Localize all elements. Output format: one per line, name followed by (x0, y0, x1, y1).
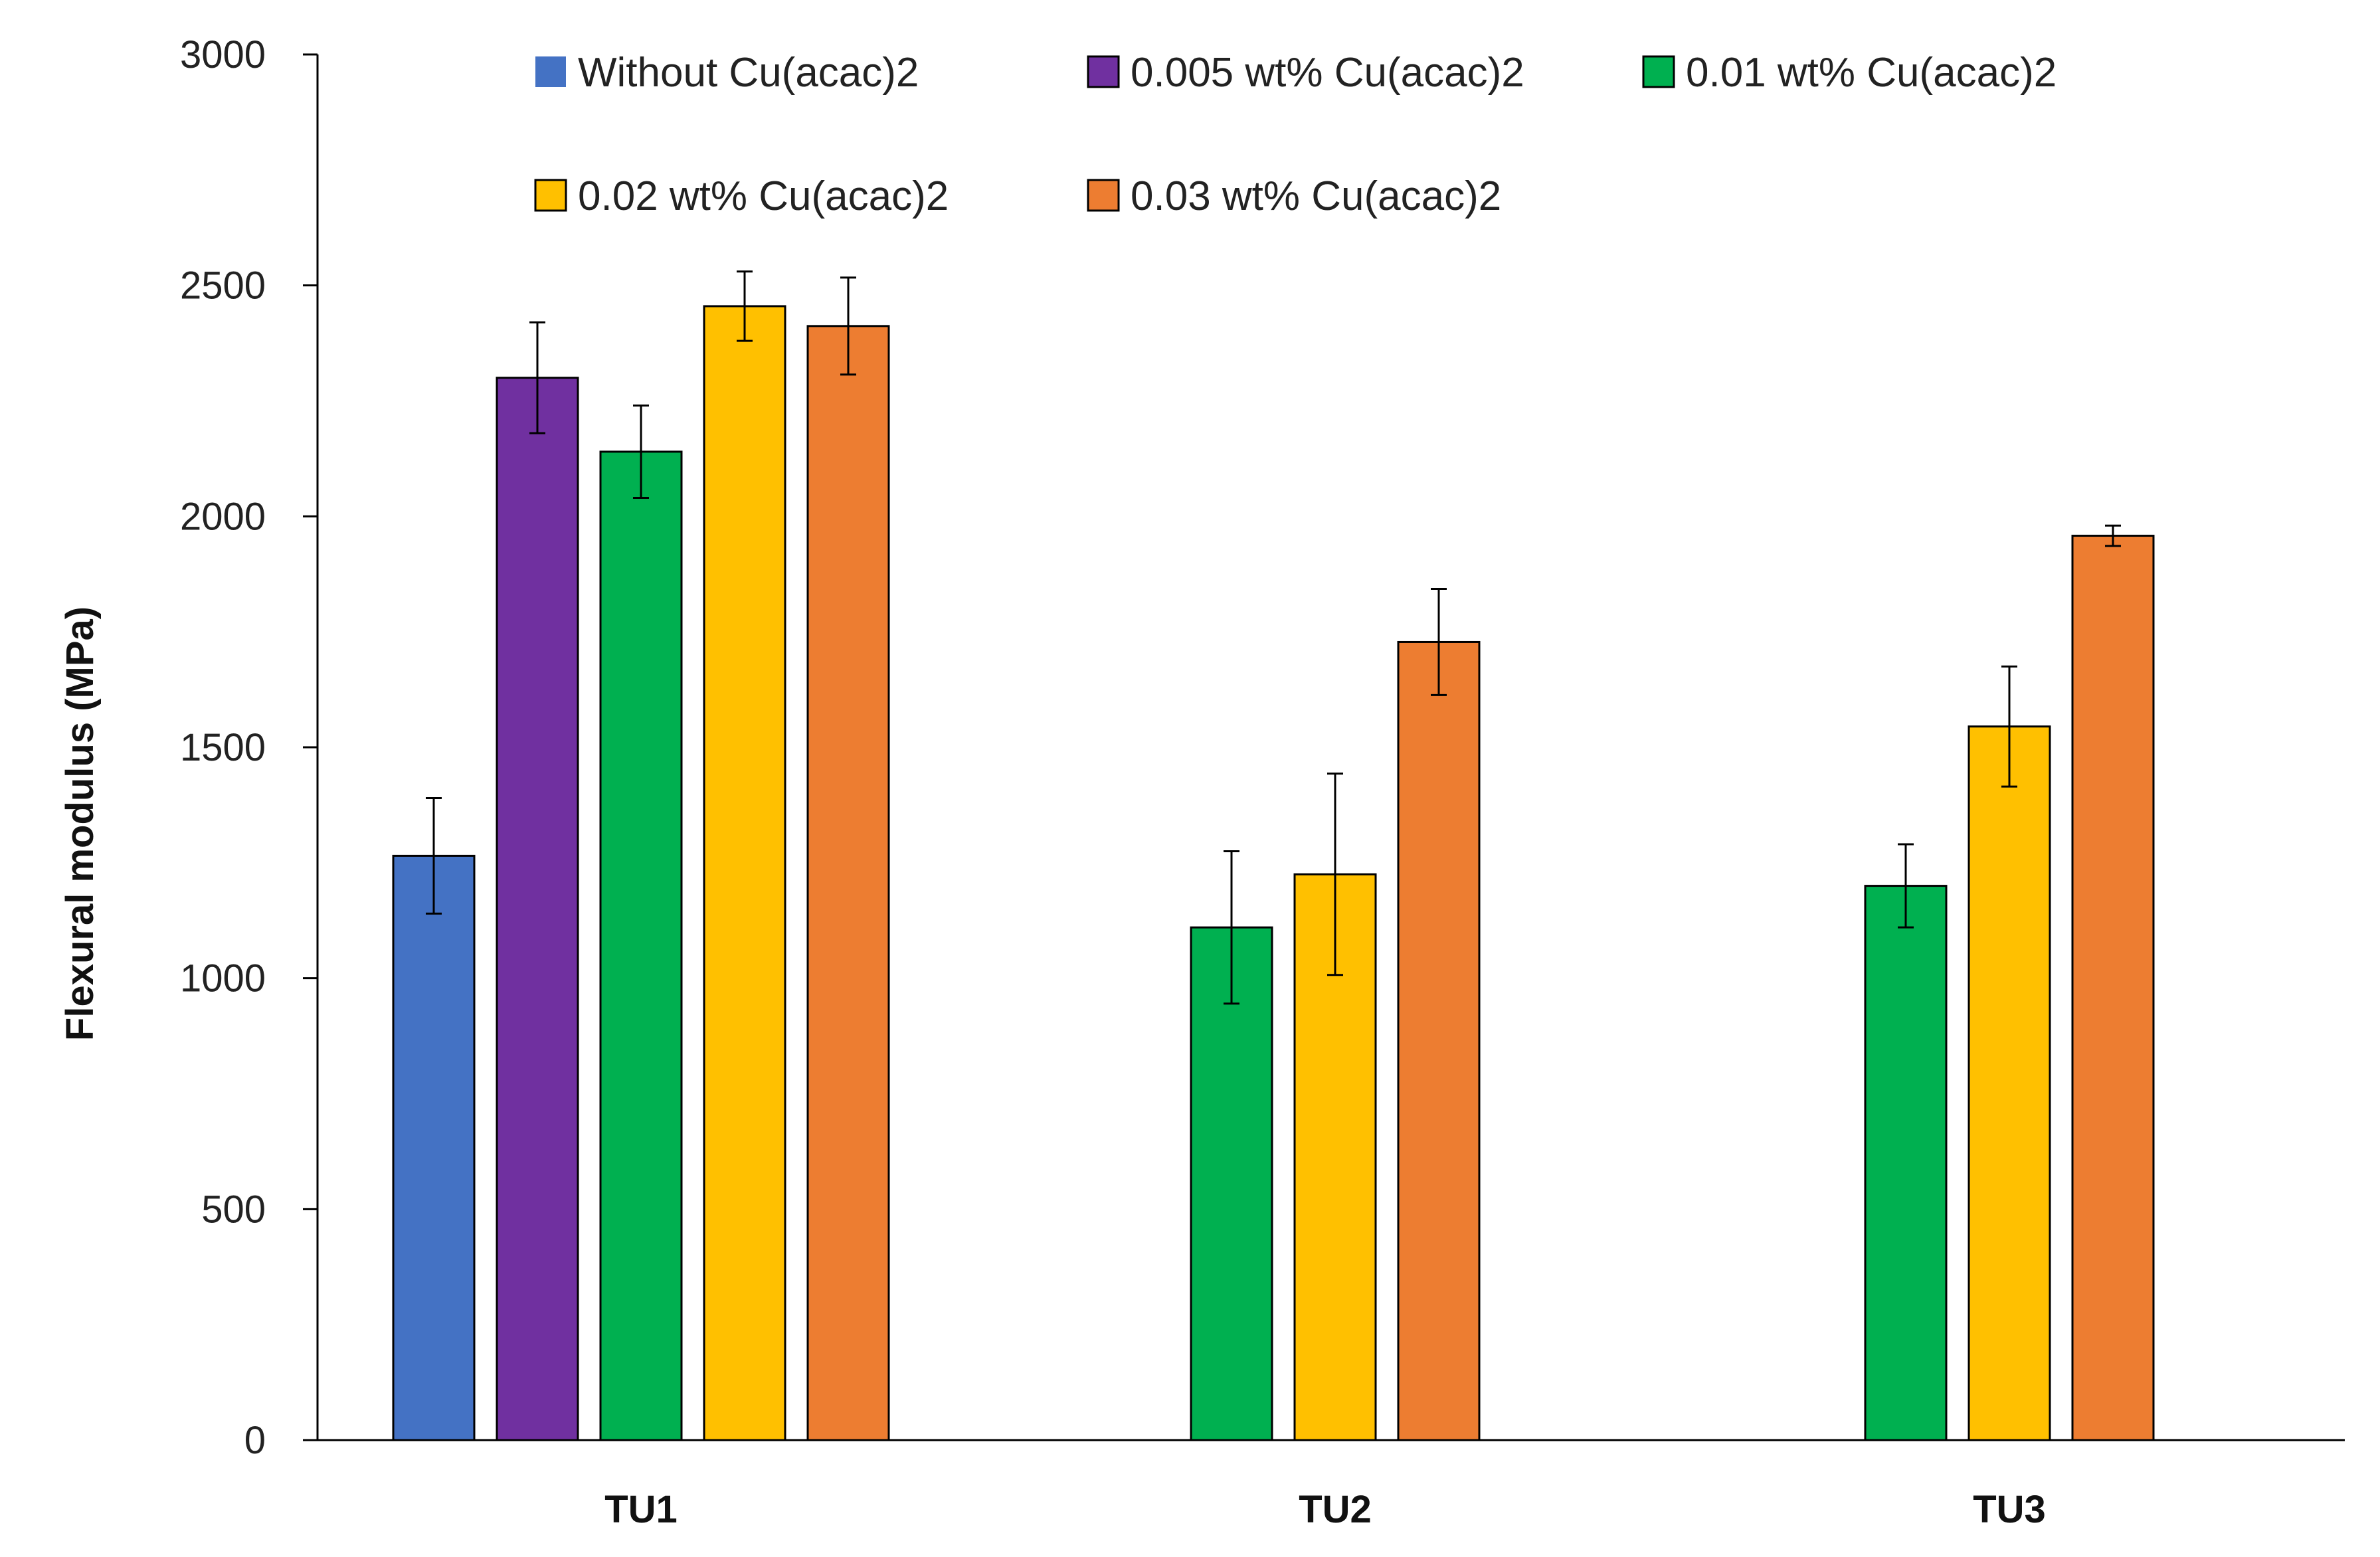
bar-tu3-series-4 (2071, 535, 2155, 1441)
y-axis-title: Flexural modulus (MPa) (58, 606, 102, 1041)
legend: Without Cu(acac)2 0.005 wt% Cu(acac)2 0.01… (534, 50, 2057, 219)
y-tick-label: 1500 (180, 726, 266, 769)
bar-tu3-series-2 (1864, 885, 1948, 1441)
y-tick-label: 2500 (180, 264, 266, 308)
legend-item-3: 0.02 wt% Cu(acac)2 (534, 173, 949, 219)
legend-item-0: Without Cu(acac)2 (535, 50, 919, 96)
bar-tu1-series-2 (599, 450, 683, 1441)
legend-swatch (1087, 179, 1120, 212)
bar-tu1-series-3 (703, 305, 786, 1441)
y-tick-labels: 0 500 1000 1500 2000 2500 3000 (180, 33, 266, 1462)
legend-label: Without Cu(acac)2 (578, 50, 919, 96)
y-tick-label: 500 (201, 1188, 266, 1231)
x-category-labels: TU1 TU2 TU3 (604, 1488, 2046, 1531)
bar-tu3-series-3 (1968, 725, 2051, 1441)
legend-swatch (1087, 55, 1120, 88)
bar-tu1-series-4 (806, 325, 890, 1441)
x-category-label-tu3: TU3 (1973, 1488, 2046, 1531)
y-tick-label: 2000 (180, 495, 266, 538)
legend-item-4: 0.03 wt% Cu(acac)2 (1087, 173, 1501, 219)
bar-tu1-series-1 (496, 377, 579, 1441)
legend-label: 0.01 wt% Cu(acac)2 (1686, 50, 2057, 96)
legend-item-2: 0.01 wt% Cu(acac)2 (1642, 50, 2057, 96)
legend-item-1: 0.005 wt% Cu(acac)2 (1087, 50, 1524, 96)
y-tick-label: 3000 (180, 33, 266, 76)
bar-tu2-series-2 (1190, 926, 1273, 1441)
y-tick-label: 1000 (180, 957, 266, 1000)
legend-label: 0.03 wt% Cu(acac)2 (1131, 173, 1501, 219)
legend-label: 0.005 wt% Cu(acac)2 (1131, 50, 1524, 96)
legend-swatch (534, 179, 567, 212)
bar-tu1-series-0 (392, 854, 476, 1441)
y-tick-label: 0 (244, 1419, 266, 1462)
legend-swatch (535, 56, 566, 87)
x-category-label-tu2: TU2 (1299, 1488, 1372, 1531)
bar-tu2-series-4 (1397, 640, 1481, 1441)
x-category-label-tu1: TU1 (604, 1488, 678, 1531)
legend-label: 0.02 wt% Cu(acac)2 (578, 173, 949, 219)
error-bars (426, 270, 2121, 1005)
legend-swatch (1642, 55, 1675, 88)
bars (392, 305, 2155, 1441)
